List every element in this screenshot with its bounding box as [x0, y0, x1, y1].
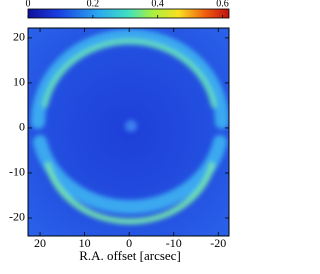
x-tick-label: -20: [210, 236, 226, 250]
y-tick-label: 0: [19, 120, 25, 134]
colorbar-tick-label: 0.2: [87, 0, 100, 9]
colorbar-tick-label: 0.6: [216, 0, 229, 9]
colorbar-tick-label: 0.4: [151, 0, 164, 9]
plot-frame: [27, 27, 230, 237]
y-tick-label: 20: [13, 30, 25, 44]
x-axis-label: R.A. offset [arcsec]: [79, 248, 181, 263]
x-tick-label: 20: [34, 236, 46, 250]
x-tick-label: -10: [166, 236, 182, 250]
x-tick-label: 0: [126, 236, 132, 250]
colorbar-tick-label: 0: [26, 0, 31, 9]
x-tick-label: 10: [79, 236, 91, 250]
y-tick-label: 10: [13, 75, 25, 89]
colorbar: [27, 8, 230, 19]
chart: R.A. offset [arcsec] 20 10 0 -10 -20 20 10 0 -10…: [9, 0, 230, 263]
y-tick-label: -10: [9, 165, 25, 179]
y-tick-label: -20: [9, 210, 25, 224]
heatmap: [28, 28, 229, 236]
